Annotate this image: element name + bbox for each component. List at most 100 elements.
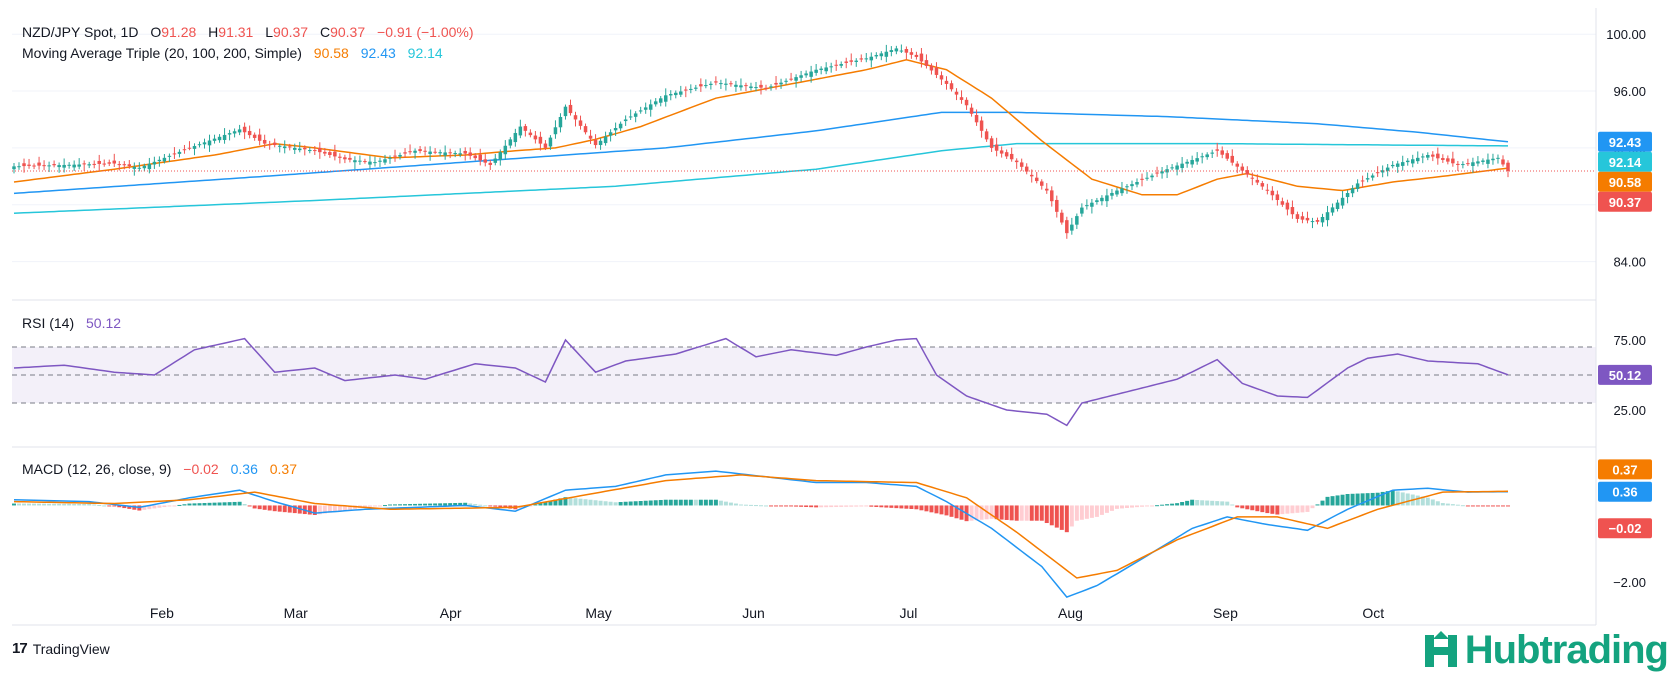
macd-hist-bar: [262, 505, 267, 510]
month-tick-label: Jul: [900, 605, 918, 621]
candle-body: [458, 153, 462, 155]
candle: [894, 45, 899, 55]
macd-hist-bar: [839, 505, 844, 507]
candle: [1315, 217, 1320, 225]
macd-hist-bar: [327, 505, 332, 513]
candle: [37, 156, 41, 170]
candle: [1240, 163, 1245, 175]
candle: [242, 122, 247, 140]
macd-hist-bar: [718, 500, 723, 506]
candle: [1295, 211, 1300, 223]
macd-hist-bar: [668, 499, 673, 506]
candle-body: [92, 163, 96, 165]
candle: [1060, 209, 1064, 225]
macd-hist-bar: [1094, 505, 1099, 517]
candle: [739, 78, 743, 91]
macd-hist-bar: [468, 503, 473, 506]
macd-hist-bar: [187, 503, 192, 506]
candle-body: [1280, 201, 1285, 205]
price-badge-label: 92.43: [1609, 135, 1642, 150]
candle: [809, 65, 813, 83]
candle: [313, 146, 317, 155]
candle: [1320, 213, 1325, 227]
macd-hist-bar: [713, 499, 718, 506]
macd-hist-bar: [232, 501, 237, 506]
candle: [979, 116, 984, 138]
candle: [262, 134, 267, 148]
candle-body: [1340, 197, 1345, 206]
time-axis: Feb Mar Apr May Jun Jul Aug Sep Oct: [150, 605, 1384, 621]
macd-hist-bar: [819, 505, 824, 508]
candle-body: [964, 99, 969, 106]
macd-hist-bar: [418, 503, 423, 506]
candle: [603, 131, 608, 146]
macd-hist-bar: [112, 505, 117, 507]
candle-body: [478, 154, 482, 161]
candle-body: [1476, 161, 1480, 164]
candle: [864, 53, 869, 63]
macd-hist-bar: [1285, 505, 1290, 514]
macd-hist-bar: [1270, 505, 1275, 514]
macd-hist-bar: [423, 503, 428, 506]
price-badge: 92.43: [1598, 131, 1652, 152]
macd-hist-bar: [322, 505, 327, 514]
candle: [1290, 200, 1295, 219]
candle: [563, 104, 568, 120]
candle-body: [759, 84, 763, 88]
candle: [1340, 191, 1345, 209]
candle: [638, 106, 643, 114]
macd-hist-bar: [32, 503, 37, 506]
candle: [92, 160, 96, 169]
candle-body: [854, 60, 859, 62]
candle-body: [267, 144, 272, 146]
macd-hist-bar: [1044, 505, 1049, 524]
candle: [333, 144, 337, 161]
candle-body: [448, 152, 452, 154]
candle: [177, 149, 182, 158]
candle: [1040, 179, 1044, 190]
macd-hist-bar: [167, 505, 172, 507]
candle: [1135, 178, 1139, 188]
macd-hist-bar: [312, 505, 317, 515]
candle: [413, 148, 417, 159]
macd-hist-bar: [683, 499, 688, 506]
candle: [669, 90, 673, 101]
candle-body: [1150, 175, 1154, 178]
macd-hist-bar: [132, 505, 137, 510]
candle: [87, 161, 91, 169]
candle-body: [318, 147, 322, 153]
candle: [969, 103, 974, 117]
candle-body: [513, 132, 518, 143]
macd-hist-bar: [157, 505, 162, 508]
candle: [984, 128, 989, 142]
macd-hist-bar: [774, 505, 779, 507]
candle-body: [333, 151, 337, 157]
candle-body: [1471, 162, 1475, 166]
price-badges: 92.43 92.14 90.58 90.37: [1598, 131, 1652, 212]
candle: [1375, 166, 1380, 177]
macd-legend: MACD (12, 26, close, 9) −0.02 0.36 0.37: [22, 461, 297, 477]
candle-body: [904, 49, 909, 53]
macd-hist-bar: [1445, 503, 1450, 506]
candle: [1085, 199, 1089, 210]
candle-body: [32, 165, 36, 167]
macd-hist-bar: [954, 505, 959, 519]
candle-body: [1175, 165, 1179, 170]
candle: [814, 64, 818, 76]
candle: [117, 161, 122, 171]
macd-badge-label: 0.37: [1612, 462, 1637, 477]
candle: [518, 119, 523, 139]
candle: [272, 138, 277, 148]
candle-body: [1265, 189, 1270, 191]
candle-body: [1060, 212, 1064, 223]
candle: [1180, 157, 1184, 173]
candle-body: [754, 87, 758, 89]
candle: [719, 79, 723, 90]
price-tick-label: 100.00: [1606, 27, 1646, 42]
candle: [423, 146, 427, 156]
tradingview-footer[interactable]: 17 TradingView: [12, 640, 110, 657]
candle: [1165, 165, 1169, 179]
macd-hist-bar: [969, 505, 974, 521]
candle-body: [1335, 202, 1340, 210]
